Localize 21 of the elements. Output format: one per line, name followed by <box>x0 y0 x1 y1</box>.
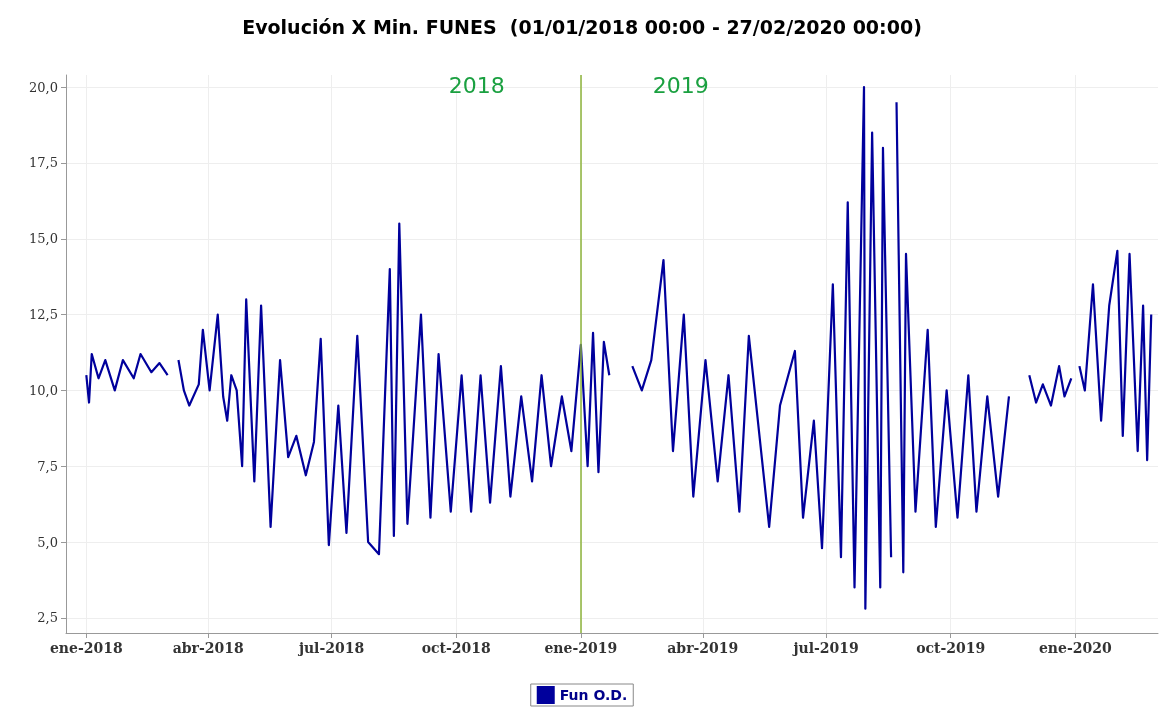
x-tick-label: jul-2019 <box>791 640 859 656</box>
x-tick-label: ene-2019 <box>544 640 618 656</box>
y-tick-label: 12,5 <box>29 307 58 323</box>
y-tick-label: 5,0 <box>37 534 58 550</box>
x-tick-label: ene-2020 <box>1038 640 1112 656</box>
x-tick-label: oct-2019 <box>916 640 986 656</box>
x-tick-label: jul-2018 <box>296 640 365 656</box>
annotation: 2019 <box>652 72 709 98</box>
chart-title: Evolución X Min. FUNES (01/01/2018 00:00 - 27/02/2020 00:00) <box>242 15 922 38</box>
annotation: 2018 <box>448 72 505 98</box>
y-tick-label: 17,5 <box>29 155 58 171</box>
x-tick-label: abr-2018 <box>172 640 244 656</box>
y-tick-label: 20,0 <box>29 79 58 95</box>
x-tick-label: abr-2019 <box>667 640 739 656</box>
legend-label: Fun O.D. <box>559 687 628 703</box>
x-tick-label: ene-2018 <box>49 640 123 656</box>
y-tick-label: 7,5 <box>37 458 58 474</box>
y-tick-label: 2,5 <box>37 610 58 626</box>
y-tick-label: 15,0 <box>29 231 58 247</box>
x-tick-label: oct-2018 <box>421 640 491 656</box>
y-tick-label: 10,0 <box>29 382 58 398</box>
